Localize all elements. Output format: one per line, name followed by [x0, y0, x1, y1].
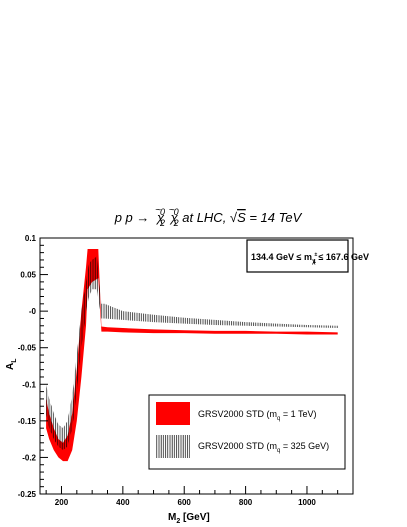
annotation-right: ≤ 167.6 GeV — [316, 252, 369, 262]
y-tick-label: -0.25 — [18, 490, 37, 499]
chart-title: p p → χ~20 χ~20 at LHC, √S = 14 TeV — [114, 203, 303, 228]
legend: GRSV2000 STD (mq = 1 TeV) GRSV2000 STD (… — [148, 394, 346, 470]
annotation-box: 134.4 GeV ≤ mχ± 1 ≤ 167.6 GeV — [246, 239, 369, 273]
y-axis-title: AL — [5, 358, 18, 370]
annotation-index: 1 — [313, 259, 316, 265]
annotation-sub: χ — [312, 259, 316, 265]
title-chi-1: χ — [156, 210, 165, 225]
legend-swatch-red — [156, 402, 190, 425]
y-tick-label: 0.05 — [20, 271, 36, 280]
x-tick-label: 600 — [178, 498, 192, 507]
title-sup-1: 0 — [160, 207, 165, 217]
title-tilde-1: ~ — [155, 205, 161, 216]
annotation-left: 134.4 GeV ≤ m — [251, 252, 312, 262]
x-tick-label: 1000 — [298, 498, 316, 507]
title-tilde-2: ~ — [169, 205, 175, 216]
y-tick-label: 0.1 — [25, 234, 37, 243]
plot-frame — [39, 237, 354, 495]
y-tick-label: -0.15 — [18, 417, 37, 426]
title-suffix: at LHC, — [182, 210, 230, 225]
y-tick-label: -0.2 — [22, 453, 36, 462]
y-tick-label: -0.1 — [22, 380, 36, 389]
y-tick-label: -0.05 — [18, 344, 37, 353]
y-tick-label: -0 — [29, 307, 37, 316]
annotation-text: 134.4 GeV ≤ mχ± 1 ≤ 167.6 GeV — [251, 252, 369, 265]
title-prefix: p p → — [114, 210, 150, 225]
title-chi-2: χ — [170, 210, 179, 225]
title-sup-2: 0 — [174, 207, 179, 217]
legend-entry-1: GRSV2000 STD (mq = 1 TeV) — [198, 409, 316, 422]
x-tick-label: 800 — [239, 498, 253, 507]
annotation-sup: ± — [314, 252, 317, 258]
x-axis-title: M2 [GeV] — [168, 512, 210, 525]
title-s: S — [237, 210, 246, 225]
axes: 200 400 600 800 1000 0.1 0.05 -0 -0.05 -0.1 -0.15 -… — [18, 234, 339, 507]
legend-swatch-hatched — [156, 435, 190, 458]
legend-entry-2: GRSV2000 STD (mq = 325 GeV) — [198, 441, 329, 454]
title-energy: = 14 TeV — [246, 210, 303, 225]
title-sub-1: 2 — [159, 218, 165, 228]
title-sqrt: √ — [230, 210, 238, 225]
title-sub-2: 2 — [173, 218, 179, 228]
x-tick-label: 200 — [55, 498, 69, 507]
x-tick-label: 400 — [116, 498, 130, 507]
